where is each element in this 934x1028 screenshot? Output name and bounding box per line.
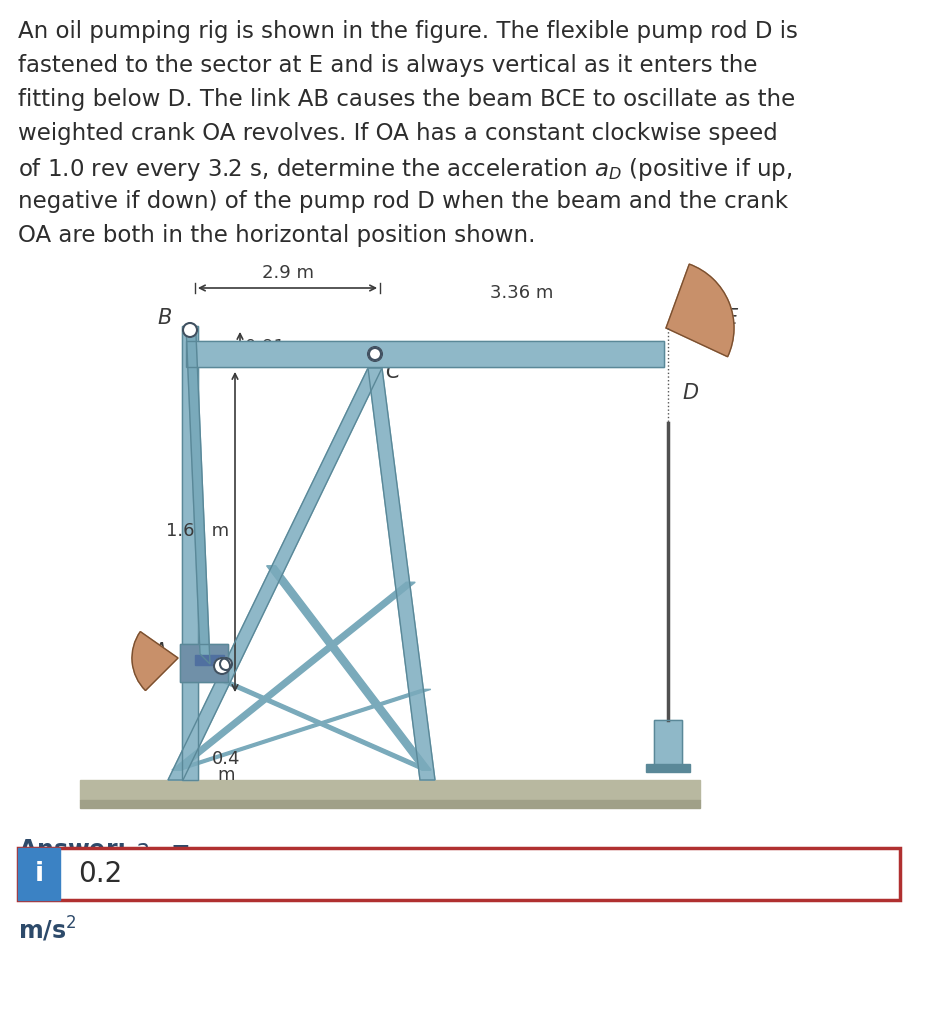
Bar <box>654 720 682 770</box>
Text: fitting below D. The link AB causes the beam BCE to oscillate as the: fitting below D. The link AB causes the … <box>18 88 795 111</box>
Bar <box>182 326 198 780</box>
Bar <box>186 341 664 367</box>
Text: D: D <box>682 383 698 403</box>
Circle shape <box>183 323 197 337</box>
Bar <box>18 848 60 900</box>
Polygon shape <box>211 677 431 770</box>
Text: 2.9 m: 2.9 m <box>262 264 314 282</box>
Text: 1.68 m: 1.68 m <box>166 522 229 540</box>
Polygon shape <box>186 325 210 664</box>
Bar <box>80 800 700 808</box>
Text: OA are both in the horizontal position shown.: OA are both in the horizontal position s… <box>18 224 535 247</box>
Polygon shape <box>266 565 431 770</box>
Text: 0.91 m: 0.91 m <box>245 337 308 356</box>
Text: i: i <box>35 861 44 887</box>
Circle shape <box>220 658 232 670</box>
Text: m: m <box>218 766 234 784</box>
Text: of 1.0 rev every 3.2 s, determine the acceleration $a_D$ (positive if up,: of 1.0 rev every 3.2 s, determine the ac… <box>18 156 792 183</box>
Text: B: B <box>158 308 172 328</box>
Text: 3.36 m: 3.36 m <box>490 284 553 302</box>
Wedge shape <box>666 264 734 357</box>
Bar <box>180 644 228 682</box>
Bar <box>180 644 228 682</box>
Text: 0.2: 0.2 <box>78 860 122 888</box>
Polygon shape <box>172 582 416 770</box>
Text: E: E <box>724 308 737 328</box>
Text: weighted crank OA revolves. If OA has a constant clockwise speed: weighted crank OA revolves. If OA has a … <box>18 122 778 145</box>
Bar <box>646 764 690 772</box>
FancyBboxPatch shape <box>18 848 900 900</box>
Bar <box>182 326 198 780</box>
Wedge shape <box>132 631 178 691</box>
Circle shape <box>214 658 230 674</box>
Text: 0.4: 0.4 <box>212 750 240 768</box>
Polygon shape <box>168 368 382 780</box>
Polygon shape <box>172 690 431 770</box>
Text: C: C <box>385 362 400 382</box>
Bar <box>80 780 700 800</box>
Circle shape <box>368 347 382 361</box>
Text: An oil pumping rig is shown in the figure. The flexible pump rod D is: An oil pumping rig is shown in the figur… <box>18 20 798 43</box>
Circle shape <box>369 348 381 360</box>
Bar <box>654 720 682 770</box>
Polygon shape <box>368 368 435 780</box>
Bar <box>186 341 664 367</box>
Text: A: A <box>151 642 166 662</box>
Text: m/s$^2$: m/s$^2$ <box>18 915 77 944</box>
Text: fastened to the sector at E and is always vertical as it enters the: fastened to the sector at E and is alway… <box>18 54 757 77</box>
Text: Answer: $a_D$ =: Answer: $a_D$ = <box>18 838 190 865</box>
Bar <box>195 655 224 665</box>
Text: negative if down) of the pump rod D when the beam and the crank: negative if down) of the pump rod D when… <box>18 190 788 213</box>
